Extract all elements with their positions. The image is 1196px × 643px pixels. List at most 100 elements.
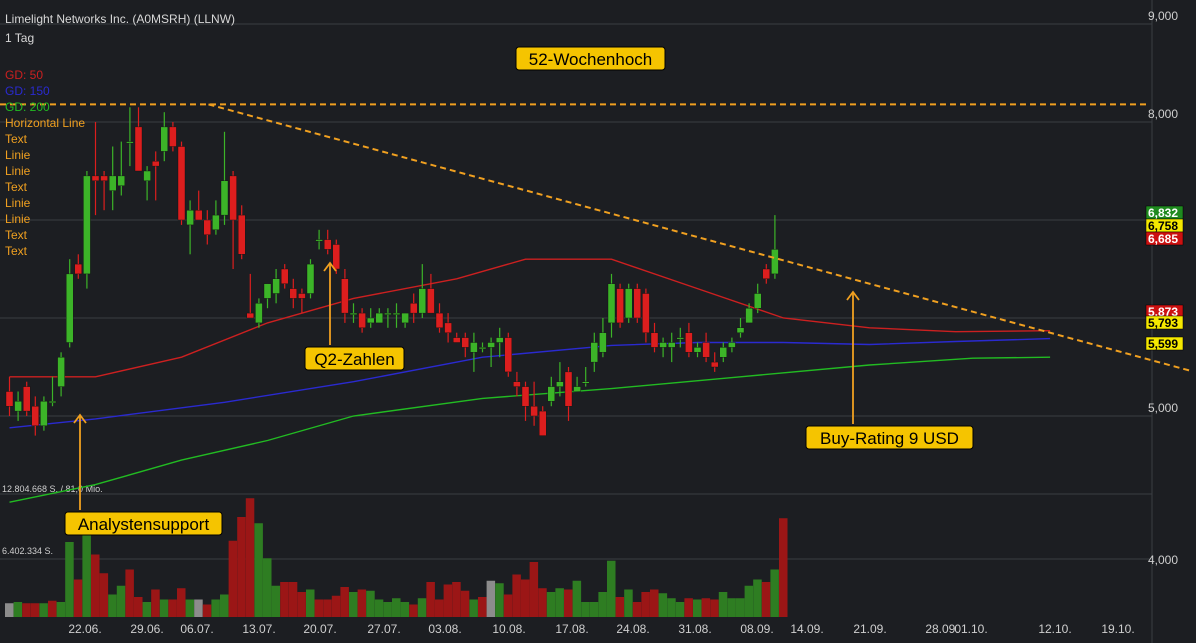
candle — [401, 312, 409, 324]
candle — [616, 288, 624, 324]
candle — [194, 209, 203, 221]
candle — [324, 239, 332, 250]
legend-item: GD: 200 — [5, 100, 50, 114]
candle — [169, 126, 177, 147]
volume-bar — [495, 583, 504, 617]
candle — [410, 303, 418, 314]
candle — [418, 288, 426, 314]
volume-bar — [331, 595, 341, 617]
candle — [289, 288, 297, 299]
candle — [530, 406, 538, 417]
value-label-box — [1145, 336, 1184, 351]
legend-item: Text — [5, 244, 28, 258]
price-tick-label: 9,000 — [1148, 9, 1178, 23]
moving-average-line — [9, 258, 1051, 378]
candle — [642, 293, 650, 333]
volume-bar — [443, 584, 453, 617]
candle — [5, 391, 14, 407]
volume-bar — [159, 599, 169, 617]
candle — [160, 126, 169, 152]
legend-item: Linie — [5, 212, 31, 226]
volume-bar — [512, 574, 521, 617]
date-tick-label: 17.08. — [555, 622, 588, 636]
date-tick-label: 10.08. — [492, 622, 525, 636]
volume-bar — [297, 592, 306, 617]
annotation-label: Q2-Zahlen — [314, 350, 394, 369]
volume-bar — [529, 562, 539, 617]
volume-bar — [478, 597, 487, 617]
volume-bar — [228, 540, 238, 617]
value-label: 6,758 — [1148, 219, 1178, 233]
chart-title: Limelight Networks Inc. (A0MSRH) (LLNW) — [5, 12, 236, 26]
date-tick-label: 19.10. — [1101, 622, 1134, 636]
candle — [100, 175, 108, 181]
volume-bar — [271, 585, 281, 617]
volume-bar — [658, 593, 668, 617]
volume-bar — [555, 588, 564, 617]
volume-bar — [409, 604, 418, 617]
volume-bar — [667, 598, 676, 617]
candle — [762, 268, 770, 280]
legend-item: Linie — [5, 164, 31, 178]
date-tick-label: 24.08. — [616, 622, 649, 636]
candle — [478, 347, 487, 350]
interval-label: 1 Tag — [5, 31, 35, 45]
annotation-arrowhead — [323, 261, 337, 272]
value-label: 5,873 — [1148, 305, 1178, 319]
volume-bar — [99, 573, 109, 617]
grid — [0, 0, 1153, 643]
volume-bar — [202, 604, 212, 617]
candle — [435, 312, 444, 329]
legend-item: Text — [5, 180, 28, 194]
volume-bar — [185, 599, 195, 617]
volume-bar — [194, 599, 203, 617]
annotations: 52-Wochenhoch Analystensupport Q2-Zahlen Bu… — [64, 46, 974, 536]
volume-bar — [237, 517, 246, 617]
annotation-box — [64, 511, 223, 536]
value-label-box — [1145, 315, 1184, 330]
candle — [367, 317, 375, 324]
candle — [745, 308, 753, 324]
candle — [461, 337, 469, 348]
volume-bar — [13, 602, 23, 617]
volume-bar — [546, 592, 556, 617]
price-tick-label: 8,000 — [1148, 107, 1178, 121]
volume-bar — [718, 592, 728, 617]
date-tick-label: 22.06. — [68, 622, 101, 636]
volume-bar — [323, 599, 332, 617]
volume-bar — [486, 580, 496, 617]
candle — [358, 312, 366, 329]
legend-item: Linie — [5, 196, 31, 210]
volume-bar — [469, 599, 478, 617]
candle — [754, 293, 762, 309]
candle — [599, 332, 607, 353]
volume-bar — [460, 590, 470, 617]
volume-bar — [503, 594, 513, 617]
candle — [255, 303, 263, 324]
candle — [349, 312, 358, 315]
candle — [650, 332, 659, 348]
candle — [384, 312, 392, 315]
volume-bar — [564, 589, 573, 617]
candle — [263, 283, 272, 299]
moving-averages — [9, 258, 1051, 503]
annotation-label: 52-Wochenhoch — [529, 50, 653, 69]
volume-bar — [589, 602, 599, 617]
candle — [556, 381, 564, 387]
volume-bar — [48, 600, 57, 617]
candle — [521, 386, 530, 407]
volume-bar — [108, 594, 117, 617]
volume-bar — [581, 602, 590, 617]
volume-bar — [116, 585, 126, 617]
candle — [203, 219, 212, 235]
annotation-label: Buy-Rating 9 USD — [820, 429, 959, 448]
candle — [186, 209, 194, 226]
trend-line — [208, 103, 1191, 372]
annotation-lines — [0, 103, 1191, 372]
volume-bar — [624, 589, 633, 617]
candle — [668, 342, 676, 348]
candle — [315, 239, 323, 242]
volume-bar — [91, 554, 100, 617]
volume-bar — [761, 582, 771, 617]
